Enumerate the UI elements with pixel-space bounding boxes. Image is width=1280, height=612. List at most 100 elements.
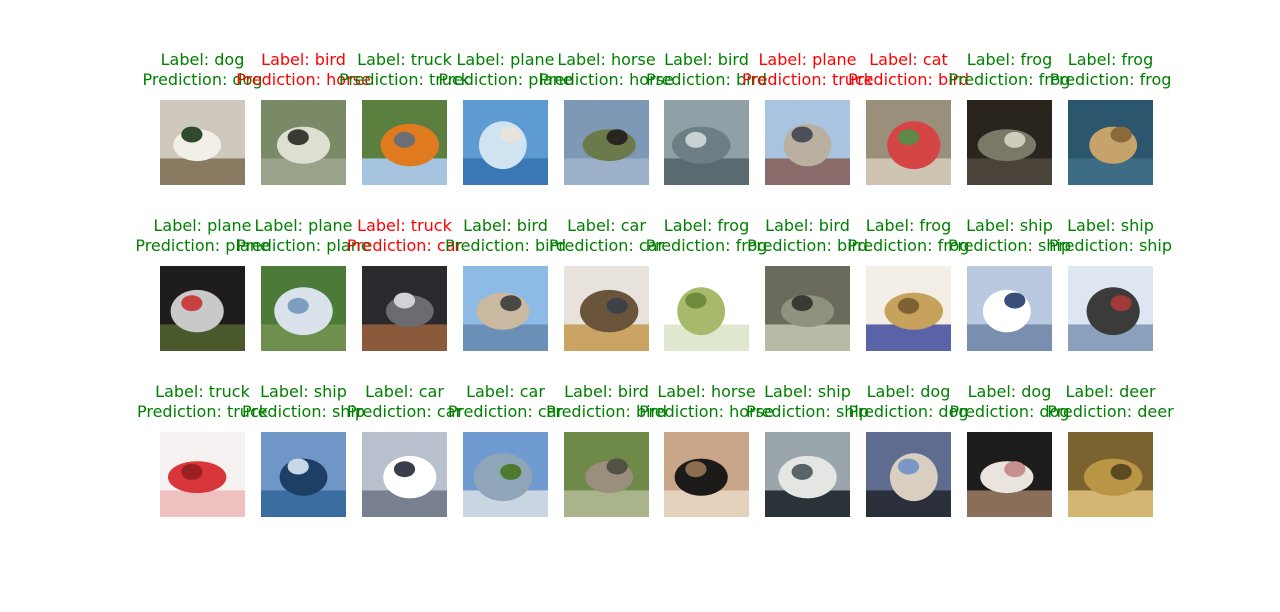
grid-cell: Label: bird Prediction: bird [445,216,566,352]
thumbnail-image [564,100,649,185]
true-label: Label: bird [664,50,749,69]
thumbnail-image [866,266,951,351]
grid-cell: Label: ship Prediction: ship [1049,216,1172,352]
true-label: Label: bird [261,50,346,69]
thumbnail-image [967,266,1052,351]
grid-cell: Label: deer Prediction: deer [1047,382,1174,518]
prediction-label: Prediction: ship [745,402,870,421]
true-label: Label: horse [657,382,756,401]
grid-cell: Label: cat Prediction: bird [848,50,969,186]
true-label: Label: plane [153,216,252,235]
thumbnail-image [765,432,850,517]
grid-cell: Label: horse Prediction: horse [639,382,774,518]
grid-cell: Label: car Prediction: car [347,382,462,518]
true-label: Label: dog [967,382,1052,401]
grid-cell: Label: dog Prediction: dog [949,382,1070,518]
prediction-label: Prediction: truck [136,402,269,421]
thumbnail-image [564,432,649,517]
thumbnail-image [261,266,346,351]
thumbnail-image [362,432,447,517]
grid-cell: Label: ship Prediction: ship [948,216,1071,352]
prediction-label: Prediction: ship [947,236,1072,255]
prediction-label: Prediction: bird [645,70,768,89]
true-label: Label: plane [456,50,555,69]
thumbnail-image [463,266,548,351]
grid-cell: Label: ship Prediction: ship [746,382,869,518]
grid-cell: Label: frog Prediction: frog [646,216,767,352]
prediction-label: Prediction: bird [746,236,869,255]
thumbnail-image [463,100,548,185]
prediction-label: Prediction: dog [142,70,263,89]
thumbnail-image [664,432,749,517]
grid-cell: Label: bird Prediction: horse [236,50,371,186]
thumbnail-image [362,266,447,351]
grid-cell: Label: frog Prediction: frog [848,216,969,352]
thumbnail-image [967,100,1052,185]
thumbnail-image [967,432,1052,517]
prediction-label: Prediction: dog [949,402,1070,421]
grid-cell: Label: dog Prediction: dog [848,382,969,518]
true-label: Label: plane [254,216,353,235]
grid-cell: Label: dog Prediction: dog [142,50,263,186]
prediction-label: Prediction: car [447,402,564,421]
true-label: Label: ship [260,382,347,401]
true-label: Label: cat [869,50,948,69]
thumbnail-image [261,100,346,185]
grid-cell: Label: bird Prediction: bird [546,382,667,518]
true-label: Label: plane [758,50,857,69]
true-label: Label: bird [765,216,850,235]
prediction-label: Prediction: dog [848,402,969,421]
grid-cell: Label: ship Prediction: ship [242,382,365,518]
prediction-label: Prediction: ship [1048,236,1173,255]
true-label: Label: truck [357,50,452,69]
grid-cell: Label: horse Prediction: horse [539,50,674,186]
thumbnail-image [463,432,548,517]
true-label: Label: car [466,382,545,401]
thumbnail-image [261,432,346,517]
grid-cell: Label: frog Prediction: frog [949,50,1070,186]
true-label: Label: horse [557,50,656,69]
prediction-label: Prediction: frog [1049,70,1172,89]
thumbnail-image [160,100,245,185]
prediction-label: Prediction: car [548,236,665,255]
grid-cell: Label: truck Prediction: truck [137,382,268,518]
prediction-label: Prediction: horse [639,402,774,421]
true-label: Label: frog [663,216,750,235]
thumbnail-image [664,266,749,351]
thumbnail-image [362,100,447,185]
thumbnail-image [160,266,245,351]
prediction-label: Prediction: frog [645,236,768,255]
true-label: Label: deer [1065,382,1156,401]
true-label: Label: frog [966,50,1053,69]
grid-cell: Label: frog Prediction: frog [1050,50,1171,186]
grid-cell: Label: bird Prediction: bird [646,50,767,186]
grid-cell: Label: plane Prediction: plane [438,50,573,186]
true-label: Label: car [567,216,646,235]
true-label: Label: dog [866,382,951,401]
prediction-label: Prediction: plane [135,236,270,255]
thumbnail-image [1068,100,1153,185]
prediction-label: Prediction: car [346,236,463,255]
thumbnail-image [866,100,951,185]
grid-cell: Label: car Prediction: car [448,382,563,518]
grid-cell: Label: bird Prediction: bird [747,216,868,352]
prediction-label: Prediction: truck [338,70,471,89]
thumbnail-image [160,432,245,517]
grid-cell: Label: plane Prediction: truck [742,50,873,186]
prediction-label: Prediction: horse [539,70,674,89]
thumbnail-image [866,432,951,517]
true-label: Label: ship [966,216,1053,235]
grid-cell: Label: car Prediction: car [549,216,664,352]
grid-cell: Label: plane Prediction: plane [236,216,371,352]
grid-cell: Label: truck Prediction: car [347,216,462,352]
prediction-label: Prediction: plane [236,236,371,255]
prediction-label: Prediction: frog [847,236,970,255]
prediction-label: Prediction: car [346,402,463,421]
prediction-label: Prediction: plane [438,70,573,89]
prediction-label: Prediction: frog [948,70,1071,89]
thumbnail-image [765,100,850,185]
prediction-label: Prediction: bird [847,70,970,89]
true-label: Label: ship [1067,216,1154,235]
prediction-label: Prediction: bird [545,402,668,421]
true-label: Label: ship [764,382,851,401]
